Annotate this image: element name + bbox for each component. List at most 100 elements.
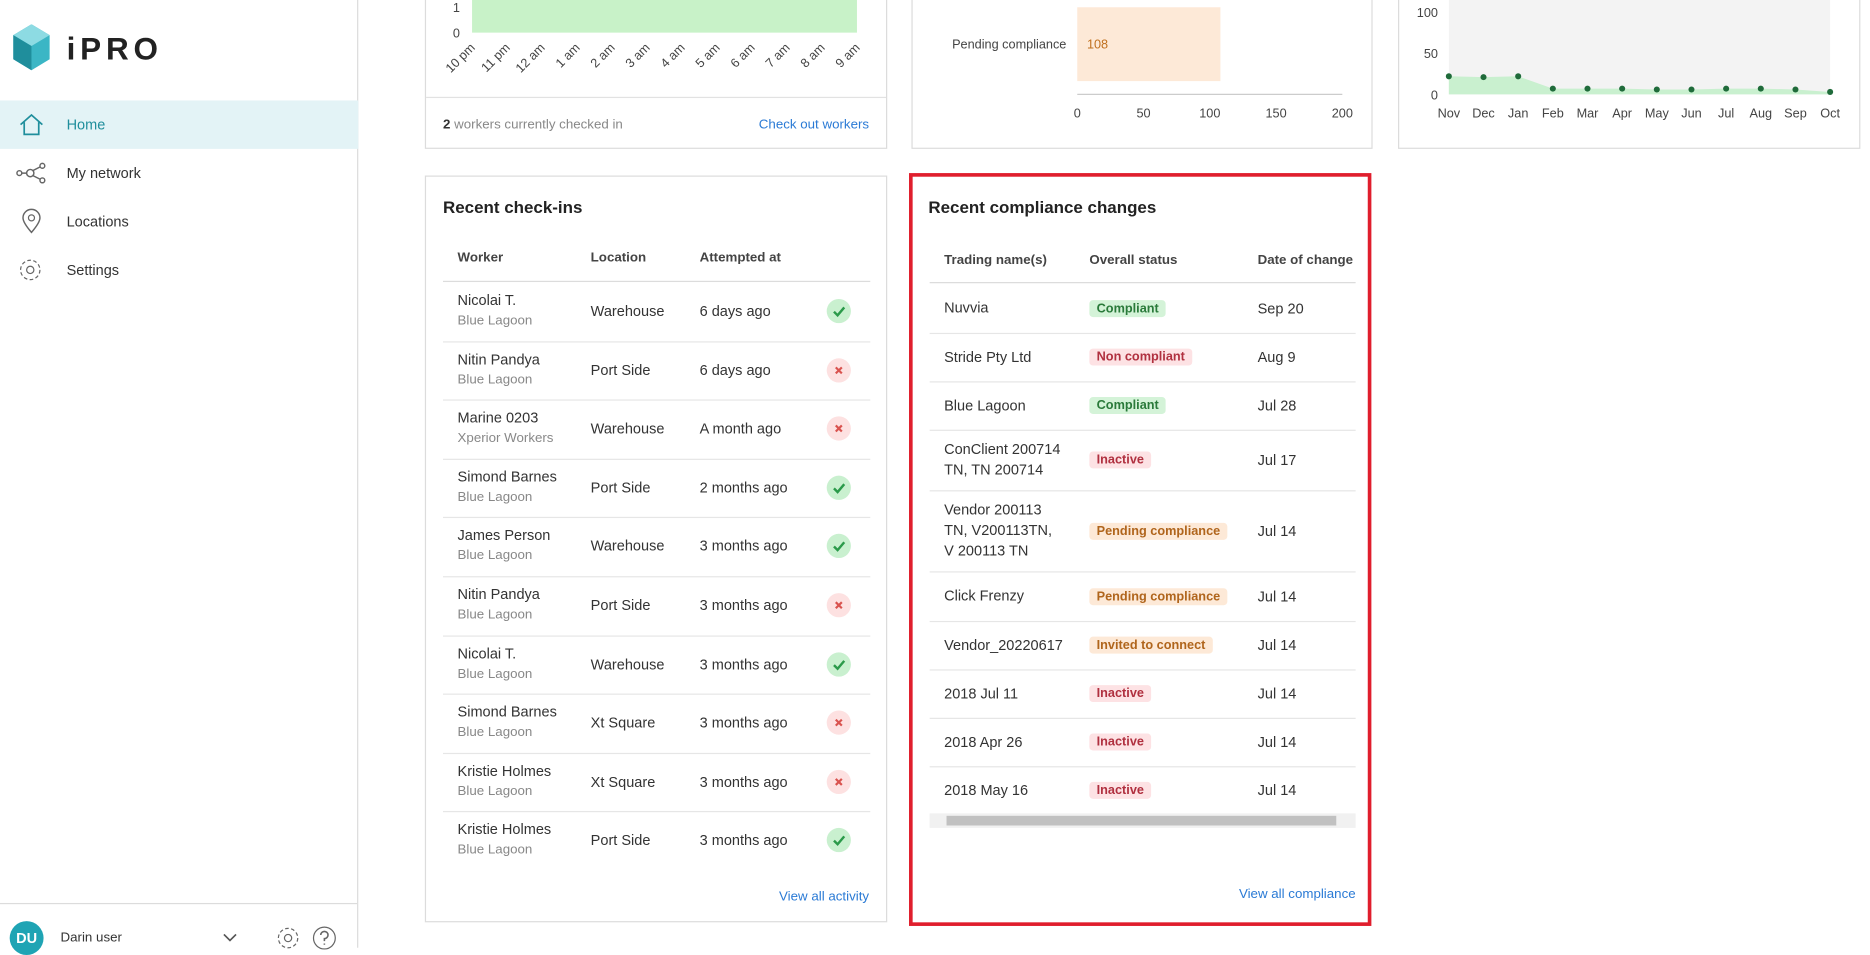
x-tick-label: 11 pm (479, 41, 513, 75)
status-cell: Inactive (1089, 669, 1152, 717)
trading-name: 2018 Jul 11 (944, 669, 1065, 717)
status-glyph (835, 366, 843, 374)
trading-name: Vendor_20220617 (944, 621, 1065, 669)
x-tick-label: Aug (1750, 106, 1773, 120)
status-badge: Inactive (1089, 733, 1152, 751)
status-badge: Non compliant (1089, 348, 1193, 366)
location-icon (22, 208, 41, 234)
nav-item[interactable]: Settings (0, 246, 358, 294)
row-line (929, 766, 1356, 768)
attempted-at: 2 months ago (699, 479, 788, 497)
x-tick-label: 5 am (693, 41, 723, 71)
date-of-change: Jul 14 (1257, 685, 1297, 703)
worker-company: Blue Lagoon (457, 784, 533, 799)
row-line (929, 490, 1356, 492)
card-title: Recent compliance changes (928, 197, 1157, 217)
x-tick-label: Jan (1508, 106, 1528, 120)
success-icon (826, 534, 851, 559)
glyph (835, 719, 843, 727)
x-tick-label: Mar (1577, 106, 1600, 120)
date-of-change: Jul 17 (1257, 451, 1297, 469)
column-header: Worker (457, 250, 504, 266)
status-cell: Invited to connect (1089, 621, 1213, 669)
location: Warehouse (590, 302, 665, 320)
row-line (929, 332, 1356, 335)
x-tick-label: Nov (1438, 106, 1461, 120)
row-line (929, 571, 1356, 573)
y-tick-label: 1 (453, 1, 460, 15)
x-tick-label: Oct (1820, 106, 1840, 120)
location: Port Side (590, 596, 651, 614)
x-tick-label: 100 (1199, 106, 1220, 120)
column-header: Attempted at (699, 250, 781, 266)
nav-label: Settings (66, 261, 120, 279)
logo-text: iPRO (66, 30, 163, 67)
point (1515, 73, 1522, 80)
nav-item[interactable]: My network (0, 149, 358, 197)
y-tick-label: 0 (453, 27, 460, 41)
trading-name-text: ConClient 200714 TN, TN 200714 (944, 440, 1061, 479)
nav-item[interactable]: Locations (0, 197, 358, 245)
checked-in-text: workers currently checked in (454, 117, 623, 132)
scroll-thumb[interactable] (946, 815, 1337, 826)
point (1827, 88, 1834, 95)
glyph (833, 541, 846, 553)
worker-company: Blue Lagoon (457, 548, 533, 564)
date-of-change: Jul 28 (1257, 397, 1297, 414)
x-tick-label: 7 am (763, 41, 793, 71)
failed-icon (826, 416, 851, 441)
attempted-at: 3 months ago (699, 655, 788, 673)
logo-icon (13, 24, 50, 71)
status-badge: Pending compliance (1089, 587, 1228, 605)
row-line (443, 458, 871, 460)
area (1448, 76, 1831, 95)
row-line (443, 693, 871, 695)
location: Xt Square (590, 773, 656, 791)
x-tick-label: Jun (1681, 106, 1701, 120)
status-cell: Compliant (1089, 283, 1167, 333)
status-badge: Inactive (1089, 685, 1152, 703)
checked-in-summary: 2 workers currently checked in (443, 117, 623, 132)
x-tick-label: 10 pm (443, 41, 478, 76)
scrollbar[interactable] (929, 813, 1356, 828)
status-cell: Compliant (1089, 381, 1167, 429)
column-header: Date of change (1257, 252, 1354, 268)
status-badge: Compliant (1089, 397, 1167, 414)
divider (426, 96, 887, 99)
worker-company: Blue Lagoon (457, 607, 533, 623)
view-all-activity[interactable]: View all activity (779, 889, 870, 905)
chevron[interactable] (222, 932, 239, 944)
nav-item[interactable]: Home (0, 100, 359, 149)
header-line (443, 280, 871, 283)
status-cell: Pending compliance (1089, 571, 1228, 621)
success-icon (826, 475, 851, 500)
view-all-compliance[interactable]: View all compliance (1238, 887, 1356, 902)
trading-name-text: 2018 Jul 11 (944, 684, 1019, 702)
nav-label: My network (66, 164, 141, 182)
glyph (833, 659, 846, 671)
row-line (929, 381, 1356, 383)
x-tick-label: 200 (1332, 106, 1353, 120)
point (1792, 86, 1799, 93)
point (1653, 86, 1660, 93)
status-cell: Inactive (1089, 766, 1152, 814)
date-of-change: Jul 14 (1257, 587, 1297, 605)
y-tick-label: 100 (1417, 6, 1438, 20)
attempted-at: 3 months ago (699, 714, 788, 732)
attempted-at: 6 days ago (699, 302, 771, 320)
point (1445, 73, 1452, 80)
y-tick-label: 50 (1424, 47, 1438, 61)
glyph (835, 366, 843, 374)
glyph (835, 424, 843, 433)
nav-label: Home (66, 116, 106, 134)
check-out-link[interactable]: Check out workers (758, 117, 870, 132)
row-line (929, 620, 1356, 623)
x-tick-label: 4 am (658, 41, 688, 71)
divider (0, 902, 358, 905)
x-tick-label: 2 am (588, 41, 618, 71)
x-tick-label: 3 am (623, 41, 653, 71)
status-glyph (833, 541, 846, 553)
worker-company: Xperior Workers (457, 431, 554, 446)
